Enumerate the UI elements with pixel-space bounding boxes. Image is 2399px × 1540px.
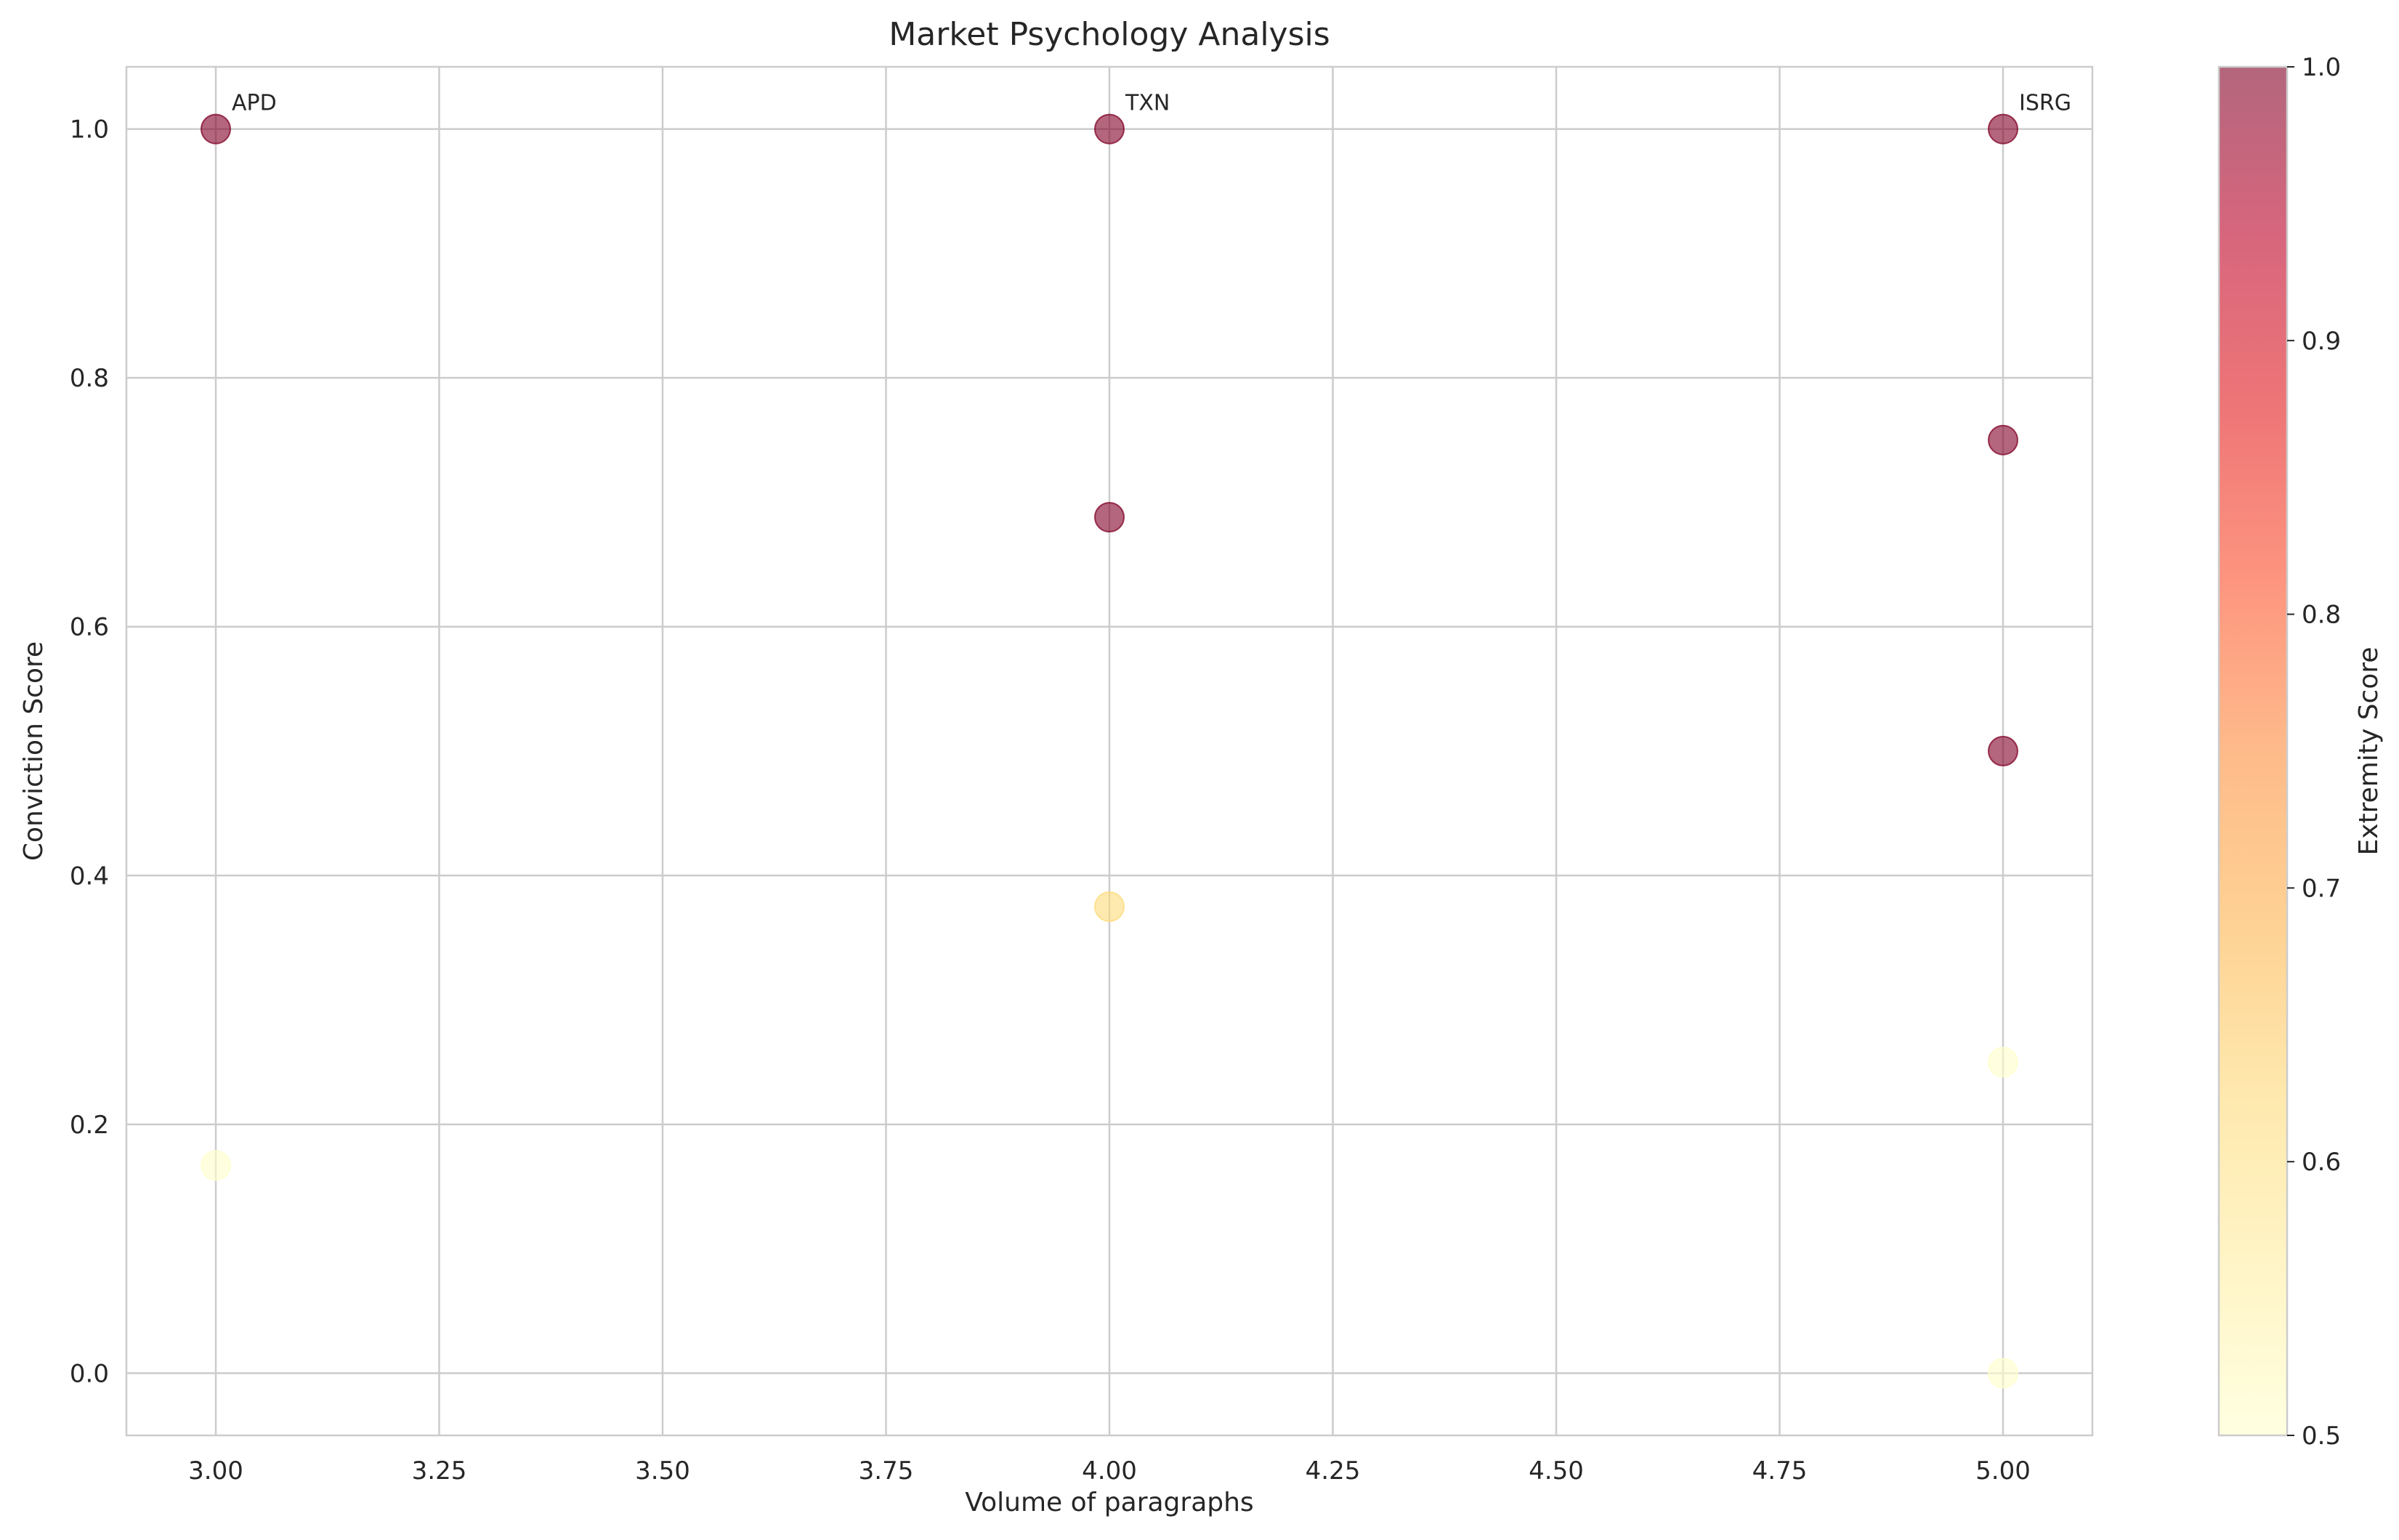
y-axis-ticks: 0.0 0.2 0.4 0.6 0.8 1.0 [70, 115, 109, 1389]
colorbar-label: Extremity Score [2354, 647, 2384, 855]
x-tick-label: 5.00 [1975, 1456, 2031, 1486]
scatter-point [1988, 113, 2018, 145]
x-tick-label: 3.25 [412, 1456, 467, 1486]
colorbar-ticks: 0.5 0.6 0.7 0.8 0.9 1.0 [2287, 53, 2341, 1451]
y-tick-label: 0.8 [70, 364, 109, 393]
point-label: APD [232, 91, 277, 116]
colorbar-gradient [2219, 67, 2287, 1435]
x-tick-label: 4.25 [1306, 1456, 1361, 1486]
plot-frame [125, 65, 2094, 1437]
x-tick-label: 3.00 [188, 1456, 243, 1486]
x-axis-label: Volume of paragraphs [965, 1488, 1253, 1517]
data-points [201, 113, 2018, 1389]
colorbar-tick-label: 0.5 [2302, 1422, 2341, 1451]
x-tick-label: 4.00 [1082, 1456, 1137, 1486]
y-axis-label: Conviction Score [19, 641, 49, 861]
colorbar-tick-label: 0.8 [2302, 601, 2341, 630]
chart-title: Market Psychology Analysis [889, 16, 1330, 53]
colorbar-tick-label: 0.9 [2302, 327, 2341, 356]
scatter-point [201, 113, 231, 145]
x-tick-label: 4.75 [1752, 1456, 1808, 1486]
x-tick-label: 3.75 [859, 1456, 914, 1486]
colorbar-tick-label: 0.7 [2302, 874, 2341, 903]
y-tick-label: 0.0 [70, 1359, 109, 1388]
point-annotations: APD TXN ISRG [232, 91, 2071, 116]
x-tick-label: 4.50 [1529, 1456, 1584, 1486]
scatter-point [1094, 113, 1125, 145]
y-tick-label: 0.2 [70, 1111, 109, 1140]
colorbar: 0.5 0.6 0.7 0.8 0.9 1.0 Extremity Score [2217, 53, 2384, 1451]
x-axis-ticks: 3.00 3.25 3.50 3.75 4.00 4.25 4.50 4.75 5.00 [188, 1456, 2031, 1486]
colorbar-tick-label: 1.0 [2302, 53, 2341, 82]
y-tick-label: 0.4 [70, 862, 109, 891]
y-tick-label: 1.0 [70, 115, 109, 145]
y-tick-label: 0.6 [70, 613, 109, 642]
point-label: TXN [1125, 91, 1170, 116]
scatter-point [1988, 424, 2018, 455]
scatter-point [1094, 502, 1125, 533]
scatter-point [1094, 891, 1125, 923]
scatter-point [1988, 1047, 2018, 1078]
colorbar-tick-label: 0.6 [2302, 1148, 2341, 1177]
scatter-point [201, 1150, 231, 1181]
point-label: ISRG [2019, 91, 2071, 116]
x-tick-label: 3.50 [635, 1456, 690, 1486]
scatter-point [1988, 1358, 2018, 1389]
scatter-point [1988, 736, 2018, 766]
colorbar-frame [2217, 65, 2289, 1437]
